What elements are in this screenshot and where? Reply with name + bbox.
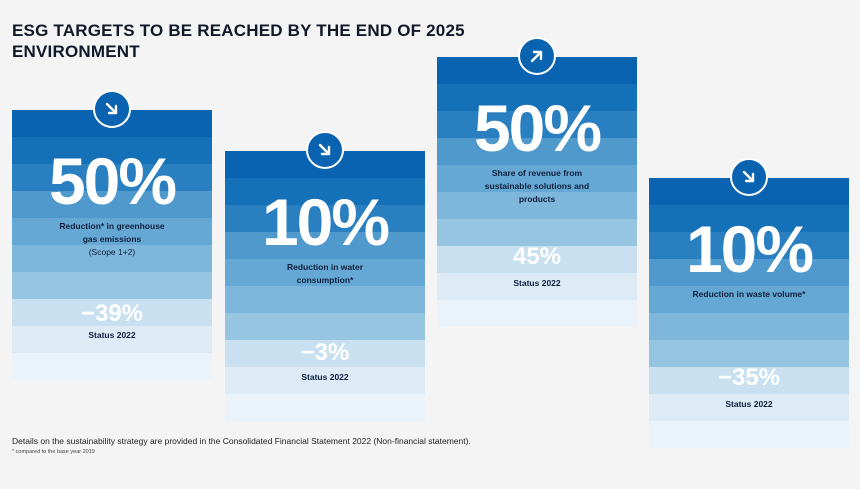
status-value: −3% — [300, 339, 350, 366]
color-band — [225, 286, 425, 313]
target-description-main: Reduction in water consumption* — [286, 262, 364, 285]
card-stripes — [437, 57, 637, 327]
status-label: Status 2022 — [513, 278, 561, 288]
target-description: Reduction in waste volume* — [649, 288, 849, 301]
color-band — [649, 340, 849, 367]
status-label: Status 2022 — [88, 330, 136, 340]
color-band — [437, 273, 637, 300]
color-band — [12, 137, 212, 164]
color-band — [12, 353, 212, 380]
color-band — [649, 232, 849, 259]
target-value: 10% — [685, 212, 814, 286]
target-value: 50% — [473, 91, 602, 165]
color-band — [225, 367, 425, 394]
color-band — [225, 232, 425, 259]
page-title: ESG TARGETS TO BE REACHED BY THE END OF … — [12, 20, 465, 62]
color-band — [225, 205, 425, 232]
card-stripes — [12, 110, 212, 380]
target-card-water: 10% Reduction in water consumption* −3% … — [225, 131, 425, 421]
color-band — [649, 205, 849, 232]
color-band — [437, 138, 637, 165]
color-band — [225, 259, 425, 286]
target-description-main: Reduction* in greenhouse gas emissions — [59, 221, 165, 244]
target-description-sub: (Scope 1+2) — [88, 247, 136, 257]
title-line-2: ENVIRONMENT — [12, 42, 140, 61]
target-value: 50% — [48, 144, 177, 218]
color-band — [12, 164, 212, 191]
status-label: Status 2022 — [301, 372, 349, 382]
color-band — [12, 191, 212, 218]
color-band — [649, 394, 849, 421]
color-band — [12, 326, 212, 353]
target-description: Reduction* in greenhouse gas emissions (… — [12, 220, 212, 259]
footer-text: Details on the sustainability strategy a… — [12, 436, 471, 446]
status-value: 45% — [512, 243, 562, 270]
color-band — [12, 299, 212, 326]
color-band — [12, 245, 212, 272]
color-band — [437, 84, 637, 111]
target-card-waste: 10% Reduction in waste volume* −35% Stat… — [649, 158, 849, 448]
target-card-revenue: 50% Share of revenue from sustainable so… — [437, 37, 637, 327]
color-band — [225, 340, 425, 367]
color-band — [225, 313, 425, 340]
color-band — [649, 259, 849, 286]
color-band — [225, 178, 425, 205]
color-band — [437, 300, 637, 327]
color-band — [437, 246, 637, 273]
target-description-main: Reduction in waste volume* — [692, 289, 806, 299]
card-stripes — [225, 151, 425, 421]
color-band — [649, 286, 849, 313]
target-card-ghg: 50% Reduction* in greenhouse gas emissio… — [12, 90, 212, 380]
color-band — [649, 313, 849, 340]
target-description: Reduction in water consumption* — [225, 261, 425, 287]
status-value: −35% — [717, 364, 781, 391]
arrow-down-right-icon — [93, 90, 131, 128]
color-band — [437, 192, 637, 219]
title-line-1: ESG TARGETS TO BE REACHED BY THE END OF … — [12, 21, 465, 40]
color-band — [225, 394, 425, 421]
footnote: * compared to the base year 2019 — [12, 449, 95, 455]
color-band — [649, 421, 849, 448]
status-label: Status 2022 — [725, 399, 773, 409]
color-band — [12, 218, 212, 245]
target-description: Share of revenue from sustainable soluti… — [437, 167, 637, 206]
arrow-down-right-icon — [306, 131, 344, 169]
color-band — [437, 165, 637, 192]
target-description-main: Share of revenue from sustainable soluti… — [484, 168, 590, 204]
arrow-up-right-icon — [518, 37, 556, 75]
target-value: 10% — [261, 185, 390, 259]
arrow-down-right-icon — [730, 158, 768, 196]
color-band — [649, 367, 849, 394]
color-band — [437, 219, 637, 246]
color-band — [12, 272, 212, 299]
color-band — [437, 111, 637, 138]
card-stripes — [649, 178, 849, 448]
status-value: −39% — [80, 300, 144, 327]
